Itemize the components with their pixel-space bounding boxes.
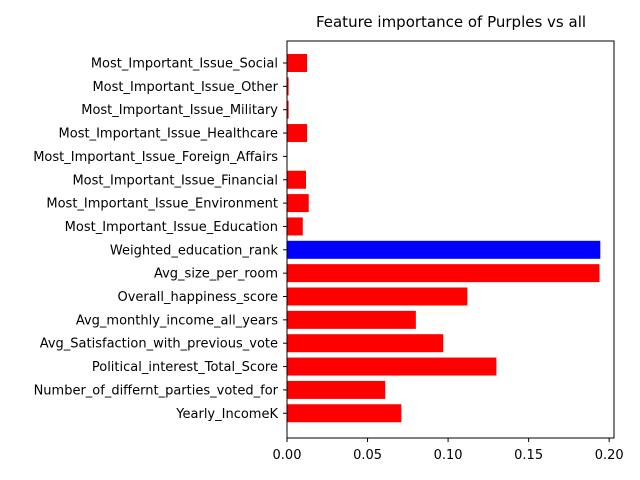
y-tick-label: Avg_size_per_room <box>154 267 278 282</box>
y-tick-label: Number_of_differnt_parties_voted_for <box>34 383 279 398</box>
bar-Avg_size_per_room <box>287 264 600 283</box>
bar-Most_Important_Issue_Environment <box>287 194 309 213</box>
bar-Most_Important_Issue_Education <box>287 217 303 236</box>
bar-Most_Important_Issue_Financial <box>287 170 307 189</box>
x-tick-label: 0.00 <box>273 448 302 463</box>
y-tick-label: Most_Important_Issue_Other <box>92 80 278 95</box>
y-tick-label: Avg_Satisfaction_with_previous_vote <box>40 337 278 352</box>
y-tick-label: Political_interest_Total_Score <box>92 360 278 375</box>
y-tick-label: Most_Important_Issue_Healthcare <box>59 127 278 142</box>
bar-Political_interest_Total_Score <box>287 357 497 376</box>
y-tick-label: Overall_happiness_score <box>118 290 279 305</box>
bar-Most_Important_Issue_Healthcare <box>287 124 308 143</box>
bar-Weighted_education_rank <box>287 240 601 259</box>
y-tick-label: Most_Important_Issue_Military <box>81 103 278 118</box>
y-tick-label: Most_Important_Issue_Social <box>91 57 278 72</box>
bar-Avg_Satisfaction_with_previous_vote <box>287 334 444 353</box>
y-tick-label: Yearly_IncomeK <box>175 407 278 422</box>
chart-title: Feature importance of Purples vs all <box>316 13 586 31</box>
bar-Most_Important_Issue_Other <box>287 77 289 96</box>
y-tick-label: Most_Important_Issue_Financial <box>72 173 278 188</box>
bar-Yearly_IncomeK <box>287 404 402 423</box>
x-axis-ticks: 0.00 0.05 0.10 0.15 0.20 <box>273 438 624 463</box>
x-tick-label: 0.20 <box>595 448 624 463</box>
x-tick-label: 0.15 <box>514 448 543 463</box>
bar-Most_Important_Issue_Military <box>287 100 289 119</box>
bars-group <box>287 54 601 423</box>
bar-Avg_monthly_income_all_years <box>287 310 416 329</box>
plot-frame <box>286 40 615 439</box>
y-tick-label: Weighted_education_rank <box>110 243 279 258</box>
bar-Most_Important_Issue_Social <box>287 54 308 72</box>
y-tick-label: Avg_monthly_income_all_years <box>76 313 278 328</box>
x-tick-label: 0.10 <box>434 448 463 463</box>
bar-Overall_happiness_score <box>287 287 468 306</box>
y-tick-label: Most_Important_Issue_Foreign_Affairs <box>33 150 278 165</box>
bar-Number_of_differnt_parties_voted_for <box>287 380 386 399</box>
x-tick-label: 0.05 <box>353 448 382 463</box>
y-tick-label: Most_Important_Issue_Environment <box>46 197 278 212</box>
y-axis-ticks: Most_Important_Issue_Social Most_Importan… <box>33 57 287 422</box>
y-tick-label: Most_Important_Issue_Education <box>65 220 278 235</box>
